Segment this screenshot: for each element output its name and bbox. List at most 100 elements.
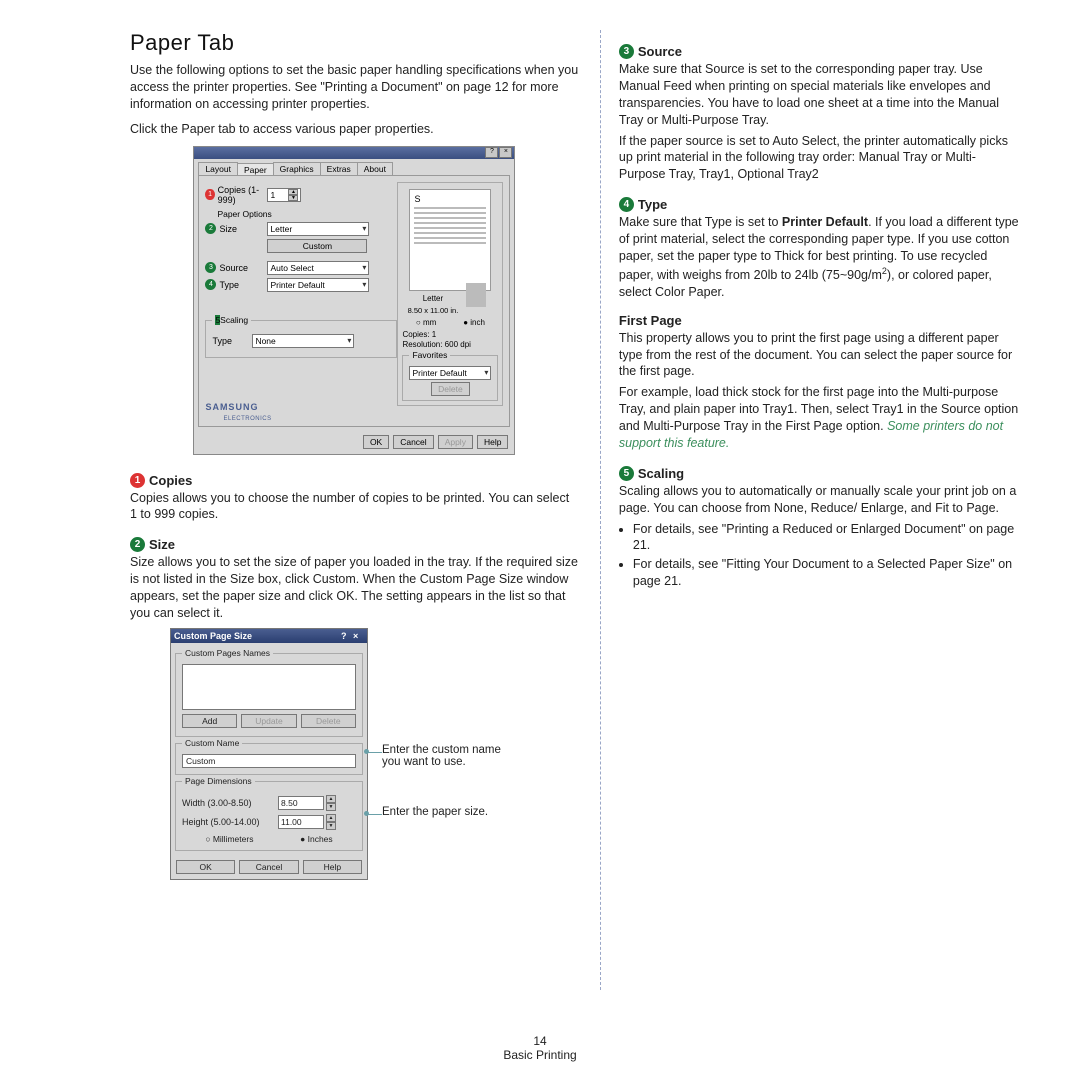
marker-4-icon: 4 bbox=[205, 279, 216, 290]
badge-1-icon: 1 bbox=[130, 473, 145, 488]
unit-mm-radio-2[interactable]: Millimeters bbox=[205, 834, 253, 844]
preview-dims: 8.50 x 11.00 in. bbox=[402, 306, 498, 315]
section-size-body: Size allows you to set the size of paper… bbox=[130, 554, 579, 622]
section-type-title: Type bbox=[638, 197, 667, 212]
preview-copies: Copies: 1 bbox=[402, 330, 498, 339]
badge-3-icon: 3 bbox=[619, 44, 634, 59]
d2-cancel-button[interactable]: Cancel bbox=[239, 860, 298, 874]
add-button[interactable]: Add bbox=[182, 714, 237, 728]
height-label: Height (5.00-14.00) bbox=[182, 817, 278, 827]
section-source-title: Source bbox=[638, 44, 682, 59]
copies-label: Copies (1-999) bbox=[218, 185, 268, 205]
custom-name-input[interactable]: Custom bbox=[182, 754, 356, 768]
width-label: Width (3.00-8.50) bbox=[182, 798, 278, 808]
section-scaling-title: Scaling bbox=[638, 466, 684, 481]
tab-layout[interactable]: Layout bbox=[198, 162, 238, 175]
ok-button[interactable]: OK bbox=[363, 435, 389, 449]
custom-names-list[interactable] bbox=[182, 664, 356, 710]
scaling-label: Scaling bbox=[220, 315, 248, 325]
favorites-delete-button[interactable]: Delete bbox=[431, 382, 470, 396]
scaling-li-1: For details, see "Printing a Reduced or … bbox=[633, 521, 1020, 555]
scaling-li-2: For details, see "Fitting Your Document … bbox=[633, 556, 1020, 590]
section-firstpage-p2: For example, load thick stock for the fi… bbox=[619, 384, 1020, 452]
section-copies-title: Copies bbox=[149, 473, 192, 488]
brand-sub: ELECTRONICS bbox=[223, 416, 271, 422]
section-source-p2: If the paper source is set to Auto Selec… bbox=[619, 133, 1020, 184]
badge-5-icon: 5 bbox=[619, 466, 634, 481]
page-footer: 14 Basic Printing bbox=[0, 1034, 1080, 1062]
d2-help-icon[interactable]: ? bbox=[341, 631, 352, 641]
size-label: Size bbox=[219, 224, 237, 234]
close-icon[interactable]: × bbox=[499, 147, 512, 158]
callout-paper-size: Enter the paper size. bbox=[382, 806, 488, 818]
section-firstpage-title: First Page bbox=[619, 313, 682, 328]
d2-ok-button[interactable]: OK bbox=[176, 860, 235, 874]
printer-properties-dialog: ? × Layout Paper Graphics Extras About S bbox=[193, 146, 515, 455]
right-column: 3 Source Make sure that Source is set to… bbox=[619, 30, 1020, 880]
type-select[interactable]: Printer Default bbox=[267, 278, 369, 292]
intro-paragraph-1: Use the following options to set the bas… bbox=[130, 62, 579, 113]
page: Paper Tab Use the following options to s… bbox=[0, 0, 1080, 1080]
section-firstpage-head: First Page bbox=[619, 313, 1020, 328]
size-select[interactable]: Letter bbox=[267, 222, 369, 236]
apply-button[interactable]: Apply bbox=[438, 435, 473, 449]
tab-extras[interactable]: Extras bbox=[320, 162, 358, 175]
cancel-button[interactable]: Cancel bbox=[393, 435, 433, 449]
badge-2-icon: 2 bbox=[130, 537, 145, 552]
width-input[interactable]: 8.50 bbox=[278, 796, 324, 810]
section-copies-body: Copies allows you to choose the number o… bbox=[130, 490, 579, 524]
section-firstpage-p1: This property allows you to print the fi… bbox=[619, 330, 1020, 381]
preview-res: Resolution: 600 dpi bbox=[402, 340, 498, 349]
tab-about[interactable]: About bbox=[357, 162, 393, 175]
source-select[interactable]: Auto Select bbox=[267, 261, 369, 275]
source-label: Source bbox=[219, 263, 248, 273]
page-number: 14 bbox=[0, 1034, 1080, 1048]
preview-sheet: S bbox=[409, 189, 491, 291]
page-section: Basic Printing bbox=[0, 1048, 1080, 1062]
section-source-p1: Make sure that Source is set to the corr… bbox=[619, 61, 1020, 129]
favorites-select[interactable]: Printer Default bbox=[409, 366, 491, 380]
copies-input[interactable]: 1 ▲▼ bbox=[267, 188, 301, 202]
d2-close-icon[interactable]: × bbox=[353, 631, 364, 641]
section-size-title: Size bbox=[149, 537, 175, 552]
d2-help-button[interactable]: Help bbox=[303, 860, 362, 874]
scaling-list: For details, see "Printing a Reduced or … bbox=[633, 521, 1020, 591]
marker-2-icon: 2 bbox=[205, 223, 216, 234]
section-type-body: Make sure that Type is set to Printer De… bbox=[619, 214, 1020, 301]
section-scaling-body: Scaling allows you to automatically or m… bbox=[619, 483, 1020, 517]
scaling-type-label: Type bbox=[212, 336, 232, 346]
marker-1-icon: 1 bbox=[205, 189, 214, 200]
preview-s: S bbox=[414, 194, 486, 204]
dialog-titlebar: ? × bbox=[194, 147, 514, 159]
unit-in-radio-2[interactable]: Inches bbox=[300, 834, 333, 844]
tab-strip: Layout Paper Graphics Extras About bbox=[198, 162, 514, 175]
marker-3-icon: 3 bbox=[205, 262, 216, 273]
page-dimensions-label: Page Dimensions bbox=[182, 776, 255, 786]
delete-button[interactable]: Delete bbox=[301, 714, 356, 728]
badge-4-icon: 4 bbox=[619, 197, 634, 212]
height-input[interactable]: 11.00 bbox=[278, 815, 324, 829]
brand-logo: SAMSUNG bbox=[205, 402, 258, 412]
update-button[interactable]: Update bbox=[241, 714, 296, 728]
intro-paragraph-2: Click the Paper tab to access various pa… bbox=[130, 121, 579, 138]
section-copies-head: 1 Copies bbox=[130, 473, 579, 488]
scaling-type-select[interactable]: None bbox=[252, 334, 354, 348]
column-divider bbox=[600, 30, 601, 990]
custom-pages-names-label: Custom Pages Names bbox=[182, 648, 273, 658]
section-size-head: 2 Size bbox=[130, 537, 579, 552]
unit-mm-radio[interactable]: ○ mm bbox=[416, 318, 436, 327]
help-button[interactable]: Help bbox=[477, 435, 508, 449]
type-label: Type bbox=[219, 280, 239, 290]
custom-name-label: Custom Name bbox=[182, 738, 242, 748]
favorites-label: Favorites bbox=[409, 350, 450, 360]
unit-inch-radio[interactable]: ● inch bbox=[463, 318, 485, 327]
custom-button[interactable]: Custom bbox=[267, 239, 367, 253]
tab-graphics[interactable]: Graphics bbox=[273, 162, 321, 175]
left-column: Paper Tab Use the following options to s… bbox=[130, 30, 579, 880]
custom-page-size-dialog: Custom Page Size ? × Custom Pages Names … bbox=[170, 628, 368, 880]
help-icon[interactable]: ? bbox=[485, 147, 498, 158]
section-scaling-head: 5 Scaling bbox=[619, 466, 1020, 481]
section-type-head: 4 Type bbox=[619, 197, 1020, 212]
callout-custom-name: Enter the custom name you want to use. bbox=[382, 744, 522, 768]
page-title: Paper Tab bbox=[130, 30, 579, 56]
